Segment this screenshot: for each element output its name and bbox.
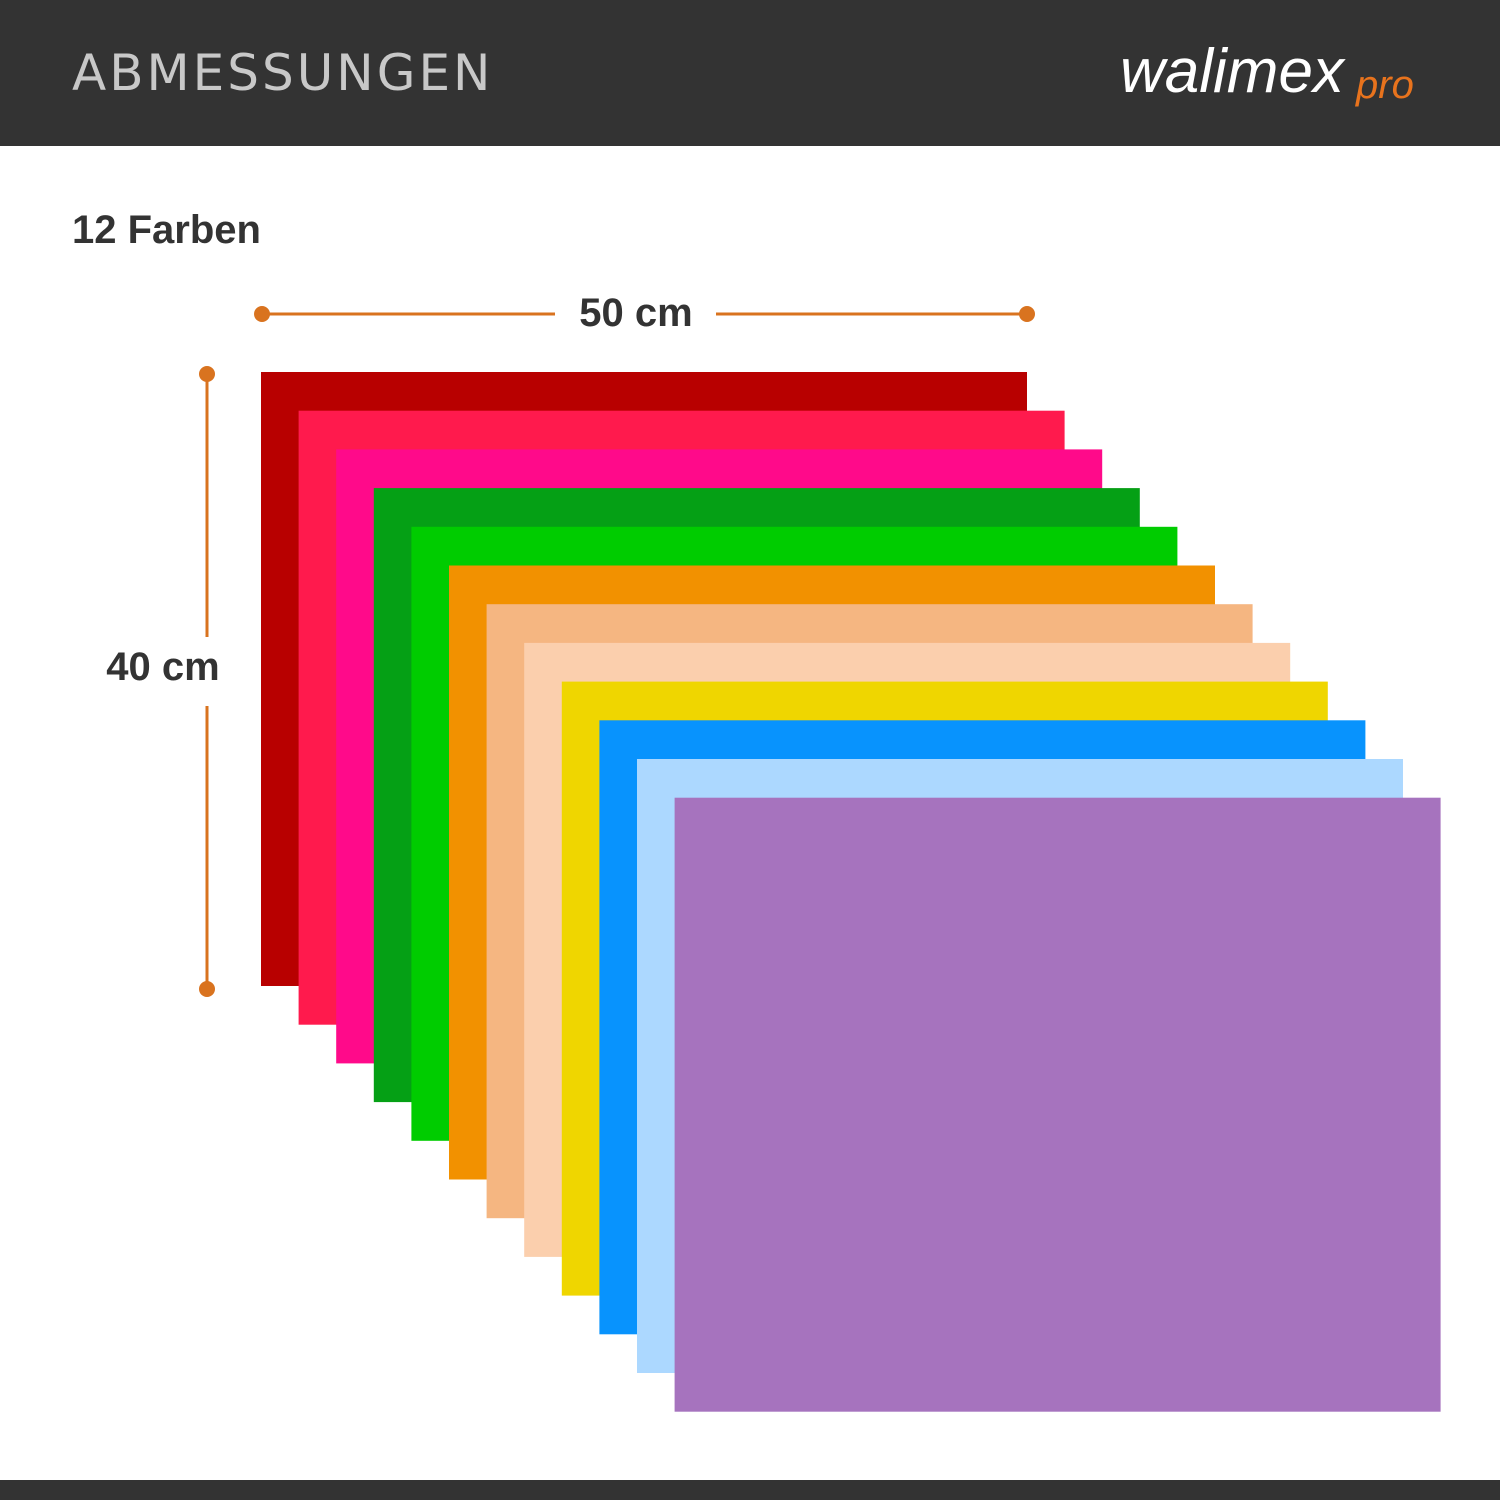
- subtitle: 12 Farben: [72, 208, 261, 252]
- brand-suffix: pro: [1355, 63, 1414, 107]
- endpoint: [199, 366, 215, 382]
- height-label: 40 cm: [106, 645, 219, 689]
- header-bar: [0, 0, 1500, 146]
- endpoint: [254, 306, 270, 322]
- header-title: ABMESSUNGEN: [72, 44, 493, 102]
- dimension-lines: [199, 306, 1035, 997]
- footer-bar: [0, 1480, 1500, 1500]
- endpoint: [1019, 306, 1035, 322]
- brand: walimex: [1120, 37, 1346, 106]
- endpoint: [199, 981, 215, 997]
- sheets: [261, 372, 1441, 1412]
- width-label: 50 cm: [579, 291, 692, 335]
- color-sheet: [674, 797, 1441, 1412]
